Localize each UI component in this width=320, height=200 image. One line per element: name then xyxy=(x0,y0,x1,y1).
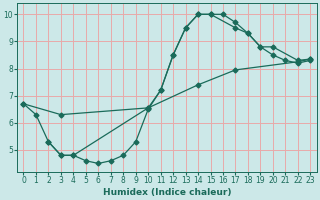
X-axis label: Humidex (Indice chaleur): Humidex (Indice chaleur) xyxy=(103,188,231,197)
